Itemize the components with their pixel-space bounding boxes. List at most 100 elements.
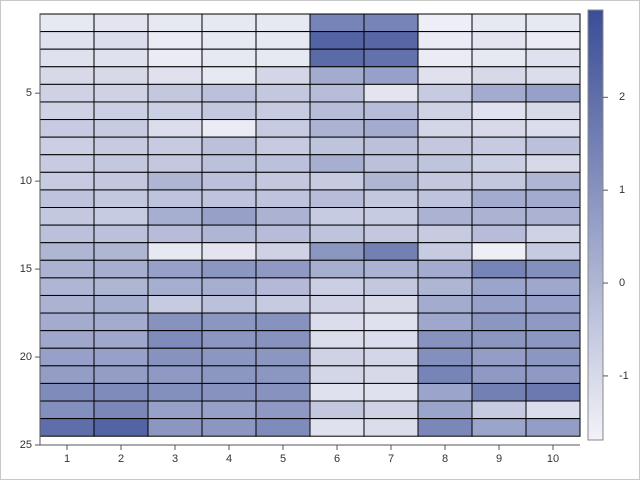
heat-cell bbox=[363, 207, 419, 226]
heat-cell bbox=[201, 259, 257, 279]
heat-cell bbox=[363, 365, 419, 384]
heat-cell bbox=[309, 171, 365, 191]
heat-cell bbox=[201, 136, 257, 156]
heat-cell bbox=[363, 189, 419, 209]
heat-cell bbox=[93, 171, 149, 191]
heat-cell bbox=[39, 31, 95, 50]
heat-cell bbox=[93, 136, 149, 156]
heat-cell bbox=[201, 277, 257, 296]
heat-cell bbox=[363, 154, 419, 173]
heat-cell bbox=[255, 330, 311, 349]
heat-cell bbox=[147, 207, 203, 226]
y-tick-label: 20 bbox=[20, 351, 32, 363]
heat-cell bbox=[363, 294, 419, 314]
heat-cell bbox=[255, 154, 311, 173]
heat-cell bbox=[471, 119, 527, 138]
heat-cell bbox=[93, 189, 149, 209]
heat-cell bbox=[201, 119, 257, 138]
heat-cell bbox=[93, 277, 149, 296]
heat-cell bbox=[147, 294, 203, 314]
heat-cell bbox=[93, 224, 149, 244]
heat-cell bbox=[255, 31, 311, 50]
heat-cell bbox=[201, 365, 257, 384]
heat-cell bbox=[417, 242, 473, 261]
heat-cell bbox=[471, 224, 527, 244]
heat-cell bbox=[525, 101, 581, 121]
heat-cell bbox=[39, 400, 95, 420]
heat-cell bbox=[201, 171, 257, 191]
x-tick-label: 5 bbox=[280, 453, 286, 465]
heat-cell bbox=[201, 330, 257, 349]
heat-cell bbox=[417, 400, 473, 420]
y-tick-label: 25 bbox=[20, 439, 32, 451]
heat-cell bbox=[147, 330, 203, 349]
heat-cell bbox=[255, 418, 311, 437]
heat-cell bbox=[39, 312, 95, 332]
heat-cell bbox=[471, 154, 527, 173]
heat-cell bbox=[417, 347, 473, 367]
heat-cell bbox=[93, 207, 149, 226]
heat-cell bbox=[201, 101, 257, 121]
heat-cell bbox=[255, 382, 311, 402]
y-tick-label: 10 bbox=[20, 175, 32, 187]
heat-cell bbox=[471, 83, 527, 103]
heat-cell bbox=[147, 189, 203, 209]
heat-cell bbox=[525, 259, 581, 279]
heat-cell bbox=[363, 277, 419, 296]
heat-cell bbox=[147, 400, 203, 420]
heat-cell bbox=[39, 242, 95, 261]
heat-cell bbox=[471, 294, 527, 314]
heat-cell bbox=[93, 66, 149, 85]
heat-cell bbox=[201, 189, 257, 209]
heat-cell bbox=[525, 31, 581, 50]
heat-cell bbox=[417, 154, 473, 173]
heat-cell bbox=[471, 347, 527, 367]
heat-cell bbox=[93, 400, 149, 420]
heat-cell bbox=[525, 277, 581, 296]
heat-cell bbox=[309, 330, 365, 349]
heat-cell bbox=[255, 365, 311, 384]
heat-cell bbox=[309, 277, 365, 296]
heat-cell bbox=[255, 207, 311, 226]
heat-cell bbox=[147, 277, 203, 296]
colorbar-tick-label: 2 bbox=[619, 91, 625, 103]
heat-cell bbox=[417, 171, 473, 191]
heat-cell bbox=[255, 48, 311, 68]
heat-cell bbox=[255, 13, 311, 33]
x-tick-label: 10 bbox=[547, 453, 559, 465]
heat-cell bbox=[93, 154, 149, 173]
heat-cell bbox=[201, 400, 257, 420]
heat-cell bbox=[255, 242, 311, 261]
heat-cell bbox=[471, 66, 527, 85]
heat-cell bbox=[309, 13, 365, 33]
heat-cell bbox=[309, 312, 365, 332]
heat-cell bbox=[93, 330, 149, 349]
heat-cell bbox=[201, 31, 257, 50]
heat-cell bbox=[417, 13, 473, 33]
heat-cell bbox=[363, 259, 419, 279]
heat-cell bbox=[255, 119, 311, 138]
heat-cell bbox=[525, 119, 581, 138]
heat-cell bbox=[93, 48, 149, 68]
heat-cell bbox=[39, 418, 95, 437]
heat-cell bbox=[417, 382, 473, 402]
heat-cell bbox=[39, 101, 95, 121]
heat-cell bbox=[417, 312, 473, 332]
heat-cell bbox=[39, 365, 95, 384]
heat-cell bbox=[147, 259, 203, 279]
x-tick-label: 4 bbox=[226, 453, 232, 465]
heat-cell bbox=[363, 83, 419, 103]
heat-cell bbox=[309, 242, 365, 261]
heat-cell bbox=[417, 224, 473, 244]
heat-cell bbox=[201, 312, 257, 332]
x-tick-label: 6 bbox=[334, 453, 340, 465]
heat-cell bbox=[147, 365, 203, 384]
heat-cell bbox=[201, 418, 257, 437]
heat-cell bbox=[39, 13, 95, 33]
heat-cell bbox=[363, 119, 419, 138]
heat-cell bbox=[309, 31, 365, 50]
heat-cell bbox=[255, 66, 311, 85]
heat-cell bbox=[363, 347, 419, 367]
heat-cell bbox=[309, 207, 365, 226]
heat-cell bbox=[201, 66, 257, 85]
